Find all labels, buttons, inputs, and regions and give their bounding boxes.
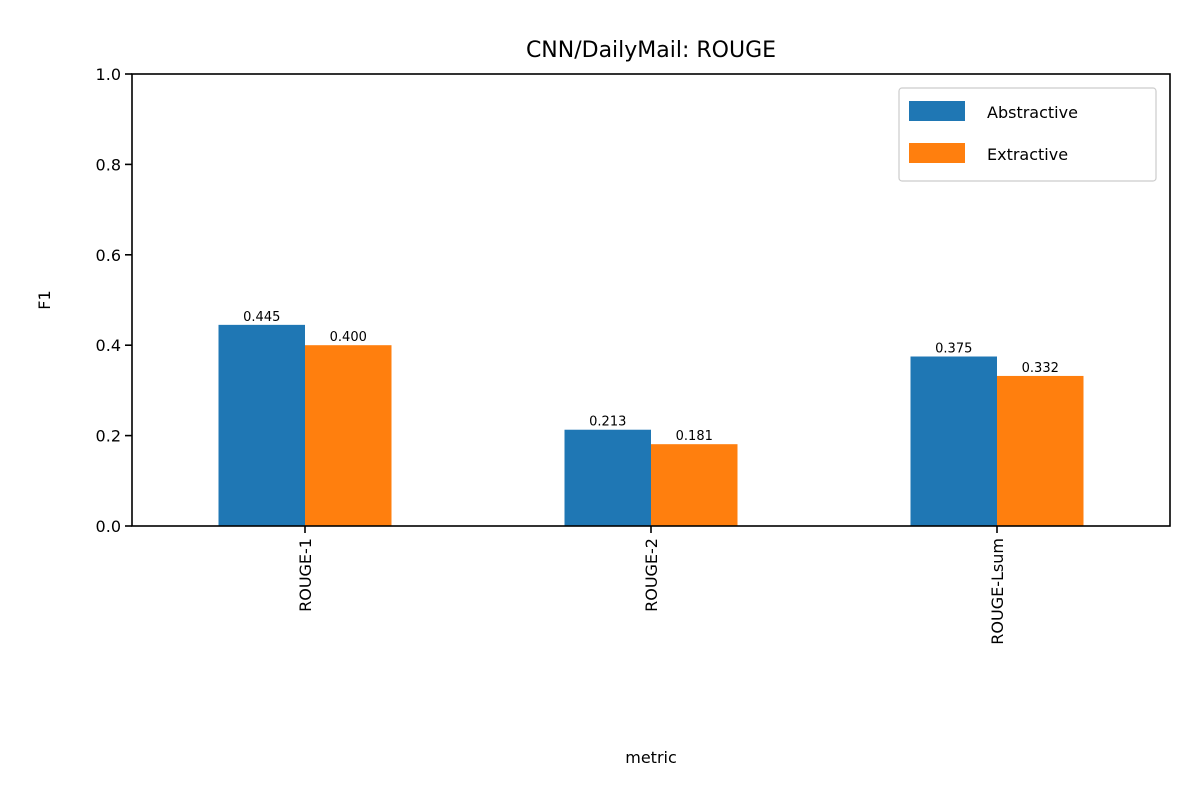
y-tick-label: 0.0 xyxy=(96,517,121,536)
chart-title: CNN/DailyMail: ROUGE xyxy=(526,38,776,63)
data-labels-group: 0.445 0.213 0.375 0.400 0.181 0.332 xyxy=(243,310,1059,444)
data-label: 0.400 xyxy=(330,330,367,345)
bar-extractive-rouge-lsum xyxy=(997,375,1084,526)
y-tick-label: 0.4 xyxy=(96,336,121,355)
data-label: 0.332 xyxy=(1022,361,1059,376)
data-label: 0.181 xyxy=(676,429,713,444)
legend-label-abstractive: Abstractive xyxy=(987,103,1078,122)
legend: Abstractive Extractive xyxy=(898,87,1157,182)
data-label: 0.213 xyxy=(589,415,626,430)
y-tick-label: 0.2 xyxy=(96,427,121,446)
bar-abstractive-rouge-2 xyxy=(564,429,651,526)
y-axis: 0.0 0.2 0.4 0.6 0.8 1.0 xyxy=(96,65,132,536)
bar-abstractive-rouge-lsum xyxy=(910,356,997,526)
y-tick-label: 0.8 xyxy=(96,155,121,174)
y-tick-label: 1.0 xyxy=(96,65,121,84)
x-tick-label: ROUGE-1 xyxy=(296,538,315,612)
legend-swatch-extractive xyxy=(909,143,965,163)
legend-swatch-abstractive xyxy=(909,101,965,121)
x-axis-label: metric xyxy=(625,748,677,767)
x-axis: ROUGE-1 ROUGE-2 ROUGE-Lsum xyxy=(296,526,1007,645)
y-axis-label: F1 xyxy=(35,290,54,309)
data-label: 0.445 xyxy=(243,310,280,325)
legend-label-extractive: Extractive xyxy=(987,145,1068,164)
data-label: 0.375 xyxy=(935,342,972,357)
x-tick-label: ROUGE-Lsum xyxy=(988,538,1007,645)
bars-group xyxy=(218,324,1084,526)
y-tick-label: 0.6 xyxy=(96,246,121,265)
plot-area: 0.445 0.213 0.375 0.400 0.181 0.332 xyxy=(131,73,1171,527)
bar-abstractive-rouge-1 xyxy=(218,324,305,526)
bar-extractive-rouge-1 xyxy=(305,345,392,526)
x-tick-label: ROUGE-2 xyxy=(642,538,661,612)
bar-extractive-rouge-2 xyxy=(651,444,738,526)
